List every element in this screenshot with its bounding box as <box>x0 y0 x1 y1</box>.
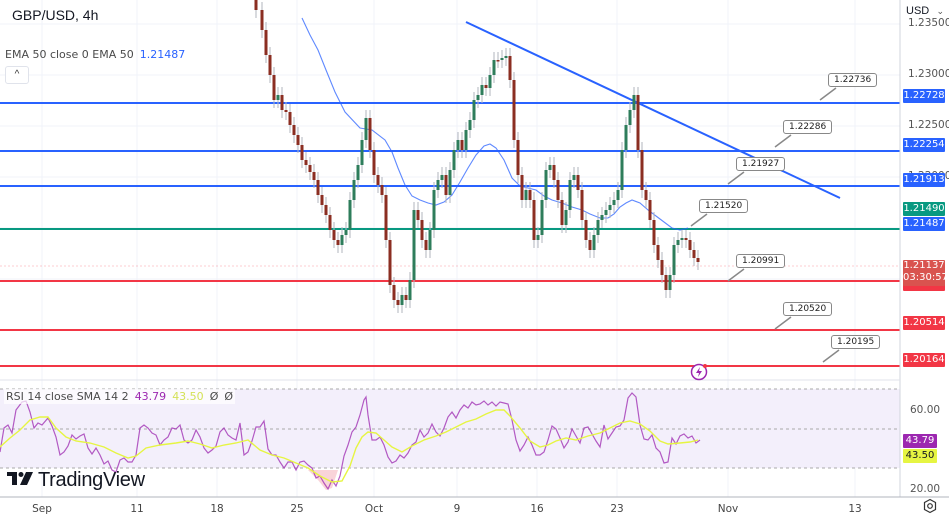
time-axis-label: Nov <box>717 503 739 515</box>
tradingview-logo[interactable]: TradingView <box>7 469 145 492</box>
bar-countdown: 03:30:57 <box>903 272 948 283</box>
candlesticks <box>254 0 700 313</box>
rsi-legend[interactable]: RSI 14 close SMA 14 2 43.79 43.50 Ø Ø <box>4 389 236 404</box>
price-callout[interactable]: 1.21927 <box>736 157 786 171</box>
price-axis-label: 1.22500 <box>908 119 949 131</box>
price-callout[interactable]: 1.20991 <box>736 254 786 268</box>
time-axis-label: 18 <box>210 503 224 515</box>
rsi-oversold-fill <box>308 470 338 490</box>
time-axis-label: Oct <box>364 503 384 515</box>
rsi-value-tag: 43.50 <box>903 449 937 463</box>
ema50-line <box>301 17 689 231</box>
price-level-tag: 1.21487 <box>903 217 945 231</box>
time-axis-label: 16 <box>530 503 544 515</box>
price-level-tag: 1.21913 <box>903 173 945 187</box>
rsi-axis-label: 60.00 <box>910 404 941 416</box>
price-callout[interactable]: 1.20195 <box>831 335 881 349</box>
rsi-extra-2: Ø <box>224 390 234 403</box>
horizontal-levels[interactable] <box>0 102 900 367</box>
rsi-label: RSI 14 close SMA 14 2 <box>6 390 129 403</box>
rsi-sma-value: 43.50 <box>172 390 204 403</box>
chevron-up-icon: ^ <box>14 69 20 80</box>
current-price-tag: 1.21137 03:30:57 <box>903 260 948 286</box>
tradingview-logo-icon <box>7 470 33 491</box>
collapse-legend-button[interactable]: ^ <box>5 66 29 84</box>
chevron-down-icon: ⌄ <box>936 5 944 16</box>
price-callout[interactable]: 1.20520 <box>783 302 833 316</box>
ema-legend[interactable]: EMA 50 close 0 EMA 50 1.21487 <box>5 48 185 61</box>
price-axis-label: 1.23500 <box>908 17 949 29</box>
current-price: 1.21137 <box>903 260 945 271</box>
flash-alert-icon[interactable] <box>690 363 708 381</box>
rsi-value: 43.79 <box>134 390 167 403</box>
price-callout[interactable]: 1.22736 <box>828 73 878 87</box>
ema-value: 1.21487 <box>139 48 186 61</box>
price-axis-label: 1.23000 <box>908 68 949 80</box>
ema-label: EMA 50 close 0 EMA 50 <box>5 48 134 61</box>
currency-label: USD <box>906 5 930 17</box>
rsi-extra-1: Ø <box>209 390 219 403</box>
rsi-line <box>0 392 701 491</box>
rsi-value-tag: 43.79 <box>903 434 937 448</box>
price-level-tag: 1.20164 <box>903 353 945 367</box>
rsi-axis-label: 20.00 <box>910 483 941 495</box>
time-axis-label: 9 <box>453 503 461 515</box>
time-axis-label: 11 <box>130 503 144 515</box>
price-level-tag: 1.22728 <box>903 89 945 103</box>
settings-gear-icon[interactable] <box>922 498 938 514</box>
brand-name: TradingView <box>38 469 145 491</box>
price-level-tag: 1.20514 <box>903 316 945 330</box>
time-axis-label: 13 <box>848 503 862 515</box>
symbol-title[interactable]: GBP/USD, 4h <box>12 7 99 23</box>
rsi-sma-line <box>0 409 699 483</box>
price-level-tag: 1.22254 <box>903 138 945 152</box>
time-axis-label: 25 <box>290 503 304 515</box>
price-callout[interactable]: 1.22286 <box>783 120 833 134</box>
price-level-tag: 1.21490 <box>903 202 945 216</box>
price-callout[interactable]: 1.21520 <box>699 199 749 213</box>
currency-selector[interactable]: USD ⌄ <box>902 1 948 21</box>
time-axis-label: Sep <box>32 503 52 515</box>
time-axis-label: 23 <box>610 503 624 515</box>
